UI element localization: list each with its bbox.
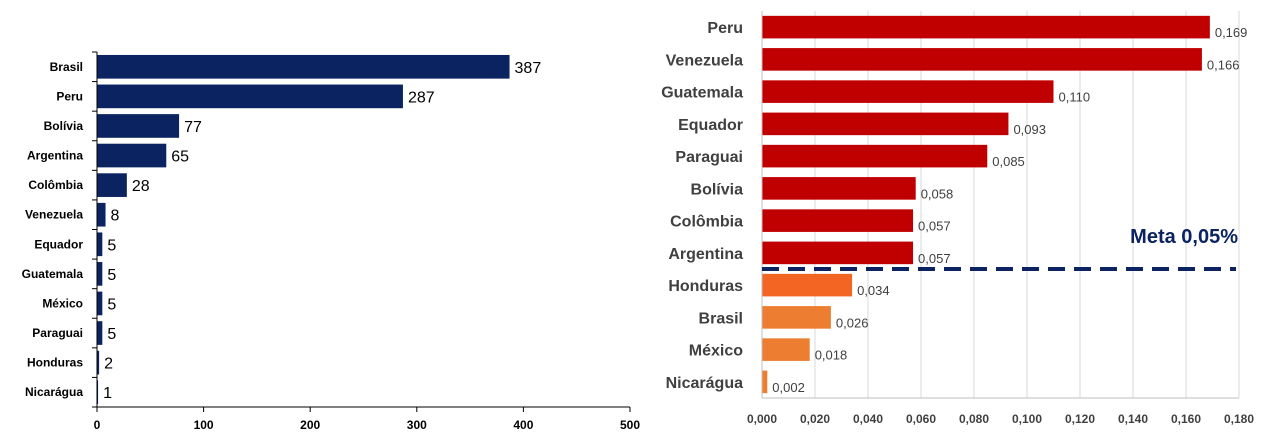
value-label: 0,169: [1215, 25, 1248, 40]
value-label: 65: [171, 149, 189, 166]
category-label: Nicarágua: [25, 385, 83, 399]
category-label: Brasil: [699, 310, 743, 327]
value-label: 0,166: [1207, 57, 1240, 72]
bar: [762, 370, 768, 394]
bars-group: [97, 54, 510, 405]
x-tick-label: 100: [194, 418, 214, 432]
x-tick-label: 0,080: [959, 412, 989, 426]
bar: [97, 84, 403, 109]
bar: [762, 48, 1202, 71]
category-label: México: [689, 343, 743, 360]
category-label: Brasil: [50, 60, 83, 74]
gridlines-group: [814, 11, 1240, 398]
category-labels-group: Brasil Peru Bolívia Argentina Colômbia Venezu…: [22, 60, 84, 399]
value-label: 0,057: [918, 251, 951, 266]
category-label: Honduras: [27, 356, 83, 370]
value-label: 0,057: [918, 219, 951, 234]
x-tick-label: 0,160: [1171, 412, 1201, 426]
x-tick-label: 0,040: [853, 412, 883, 426]
value-label: 5: [107, 326, 116, 343]
value-label: 387: [515, 60, 542, 77]
bar: [97, 380, 99, 405]
category-labels-group: Peru Venezuela Guatemala Equador Paraguai Bol…: [661, 20, 743, 392]
category-label: Equador: [678, 117, 743, 134]
category-label: Venezuela: [25, 208, 83, 222]
x-tick-label: 0,120: [1065, 412, 1095, 426]
category-label: Paraguai: [675, 149, 743, 166]
bar: [97, 114, 180, 138]
bar: [97, 262, 103, 286]
category-label: Colômbia: [28, 178, 83, 192]
x-tick-label: 0,100: [1012, 412, 1042, 426]
bar: [97, 291, 103, 316]
bar: [762, 80, 1054, 103]
reference-line-label: Meta 0,05%: [1130, 226, 1238, 248]
bars-group: [762, 15, 1210, 394]
category-label: Argentina: [27, 149, 83, 163]
bar: [762, 241, 914, 265]
category-label: México: [42, 296, 83, 310]
value-labels-group: 0,169 0,166 0,110 0,093 0,085 0,058 0,057 0,057…: [772, 25, 1247, 395]
bar: [762, 338, 810, 361]
value-label: 0,034: [857, 283, 890, 298]
category-label: Venezuela: [666, 52, 743, 69]
bar: [97, 202, 106, 227]
value-label: 0,093: [1013, 122, 1046, 137]
bar: [762, 177, 916, 200]
value-label: 5: [107, 237, 116, 254]
value-label: 0,026: [836, 315, 869, 330]
value-label: 0,058: [921, 186, 954, 201]
category-label: Peru: [56, 89, 83, 103]
value-label: 1: [103, 385, 112, 402]
bar: [97, 54, 510, 79]
bar: [762, 306, 831, 329]
bar: [97, 350, 100, 375]
bar: [97, 321, 103, 345]
bar: [762, 273, 853, 297]
value-label: 2: [104, 356, 113, 373]
value-label: 28: [132, 178, 150, 195]
category-label: Nicarágua: [666, 375, 743, 392]
x-tick-label: 0,180: [1224, 412, 1254, 426]
bar: [762, 112, 1009, 136]
category-label: Guatemala: [22, 267, 84, 281]
value-labels-group: 387 287 77 65 28 8 5 5 5 5 2 1: [103, 60, 541, 402]
value-label: 0,085: [992, 154, 1025, 169]
x-tick-label: 300: [407, 418, 427, 432]
x-tick-label: 0,020: [800, 412, 830, 426]
value-label: 287: [408, 89, 435, 106]
value-label: 5: [107, 267, 116, 284]
x-tick-label: 0,060: [906, 412, 936, 426]
category-label: Colômbia: [670, 214, 743, 231]
value-label: 8: [111, 208, 120, 225]
x-tick-label: 0,140: [1118, 412, 1148, 426]
category-label: Bolívia: [691, 181, 744, 198]
category-label: Bolívia: [44, 119, 84, 133]
bar: [97, 232, 103, 257]
bar: [97, 143, 167, 168]
value-label: 0,002: [772, 380, 805, 395]
value-label: 0,110: [1059, 90, 1091, 105]
category-label: Peru: [707, 20, 743, 37]
category-label: Honduras: [668, 278, 743, 295]
category-label: Argentina: [668, 246, 743, 263]
chart-counts: Brasil Peru Bolívia Argentina Colômbia Venezu…: [22, 51, 640, 432]
x-tick-label: 0: [94, 418, 101, 432]
x-tick-label: 0,000: [747, 412, 777, 426]
value-label: 77: [184, 119, 202, 136]
bar: [762, 144, 988, 168]
x-tick-label: 200: [300, 418, 320, 432]
bar: [762, 209, 914, 232]
value-label: 5: [107, 296, 116, 313]
bar: [97, 173, 127, 197]
chart-rates: Peru Venezuela Guatemala Equador Paraguai Bol…: [661, 11, 1254, 426]
bar: [762, 15, 1210, 39]
category-label: Equador: [34, 237, 83, 251]
category-label: Paraguai: [32, 326, 83, 340]
x-tick-label: 500: [620, 418, 640, 432]
category-label: Guatemala: [661, 85, 743, 102]
value-label: 0,018: [815, 348, 848, 363]
x-tick-label: 400: [513, 418, 533, 432]
